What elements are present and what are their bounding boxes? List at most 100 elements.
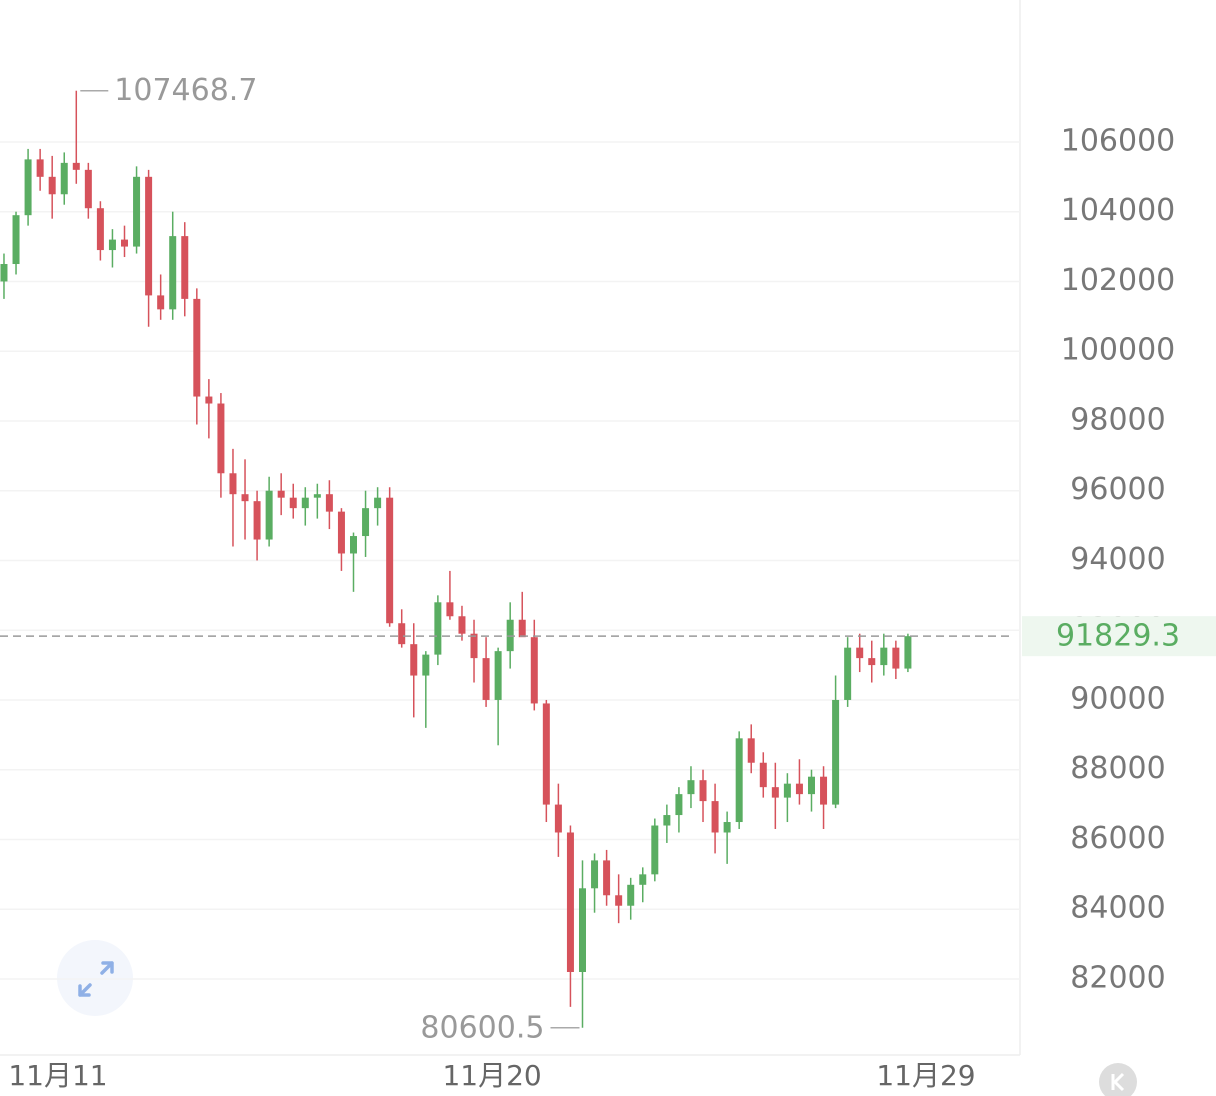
x-tick-label: 11月20 — [442, 1059, 541, 1092]
kline-icon[interactable] — [1111, 1072, 1125, 1092]
candle-body — [795, 783, 803, 795]
candle-body — [470, 633, 478, 659]
candle-body — [217, 403, 225, 474]
y-tick-label: 82000 — [1070, 960, 1165, 995]
candle-body — [844, 647, 852, 700]
candle-body — [313, 494, 321, 498]
candle-body — [675, 794, 683, 816]
y-tick-label: 106000 — [1061, 123, 1176, 158]
candle-body — [892, 647, 900, 669]
candle-body — [687, 780, 695, 795]
candle-body — [84, 169, 92, 209]
candle-body — [554, 804, 562, 833]
y-tick-label: 96000 — [1070, 472, 1165, 507]
last-price-label: 91829.3 — [1056, 619, 1180, 654]
candle-body — [458, 616, 466, 634]
candle-body — [880, 647, 888, 666]
candle-body — [289, 497, 297, 509]
candle-body — [36, 159, 44, 177]
y-tick-label: 100000 — [1061, 333, 1176, 368]
candle-body — [711, 801, 719, 833]
candle-body — [253, 501, 261, 540]
candle-body — [325, 494, 333, 512]
expand-button-bg[interactable] — [57, 940, 133, 1016]
candle-body — [446, 602, 454, 617]
candle-body — [12, 215, 20, 265]
candle-body — [651, 825, 659, 875]
y-tick-label: 94000 — [1070, 542, 1165, 577]
y-tick-label: 90000 — [1070, 681, 1165, 716]
candle-body — [542, 703, 550, 805]
x-tick-label: 11月11 — [8, 1059, 107, 1092]
candle-body — [627, 884, 635, 906]
candle-body — [181, 236, 189, 299]
candle-body — [60, 162, 68, 195]
candle-body — [24, 159, 32, 216]
candle-body — [482, 658, 490, 700]
candle-body — [771, 787, 779, 798]
candle-body — [663, 815, 671, 826]
candle-body — [868, 658, 876, 666]
candle-body — [133, 176, 141, 247]
low-label: 80600.5 — [420, 1010, 544, 1045]
y-tick-label: 98000 — [1070, 402, 1165, 437]
candle-body — [639, 874, 647, 885]
candle-body — [735, 738, 743, 823]
x-tick-label: 11月29 — [876, 1059, 975, 1092]
candle-body — [48, 176, 56, 195]
y-tick-label: 84000 — [1070, 891, 1165, 926]
candle-body — [434, 602, 442, 655]
candle-body — [337, 511, 345, 554]
candle-body — [747, 738, 755, 763]
y-tick-label: 86000 — [1070, 821, 1165, 856]
expand-icon[interactable] — [78, 961, 114, 997]
candle-body — [699, 780, 707, 802]
candle-body — [386, 497, 394, 624]
candle-body — [820, 776, 828, 805]
candle-body — [398, 623, 406, 645]
candle-body — [518, 619, 526, 638]
candle-body — [72, 162, 80, 170]
candle-body — [193, 298, 201, 397]
candle-body — [229, 473, 237, 495]
candle-body — [145, 176, 153, 296]
candle-body — [205, 396, 213, 404]
y-tick-label: 104000 — [1061, 193, 1176, 228]
candle-body — [832, 699, 840, 805]
candle-body — [157, 295, 165, 310]
candle-body — [578, 888, 586, 972]
candle-body — [301, 497, 309, 509]
candle-body — [783, 783, 791, 798]
last-price-bg — [1022, 616, 1216, 657]
kline-button[interactable] — [1099, 1063, 1137, 1096]
candle-body — [615, 895, 623, 906]
candle-body — [904, 636, 912, 669]
candle-body — [169, 236, 177, 310]
candle-body — [759, 762, 767, 788]
candle-body — [856, 647, 864, 659]
candle-body — [494, 651, 502, 700]
candle-body — [277, 490, 285, 498]
candle-body — [241, 494, 249, 502]
candle-body — [0, 264, 8, 282]
expand-button[interactable] — [57, 940, 133, 1016]
candle-body — [96, 208, 104, 251]
candle-body — [108, 239, 116, 251]
candle-body — [362, 508, 370, 537]
candle-body — [121, 239, 129, 247]
candle-body — [265, 490, 273, 540]
candle-body — [374, 497, 382, 509]
candle-body — [566, 832, 574, 972]
candle-body — [807, 776, 815, 795]
y-tick-label: 102000 — [1061, 263, 1176, 298]
candle-body — [530, 637, 538, 704]
y-tick-label: 88000 — [1070, 751, 1165, 786]
candle-body — [723, 822, 731, 833]
candle-body — [422, 654, 430, 676]
candle-body — [603, 860, 611, 896]
candle-body — [410, 644, 418, 676]
candle-body — [349, 536, 357, 554]
candle-body — [591, 860, 599, 889]
